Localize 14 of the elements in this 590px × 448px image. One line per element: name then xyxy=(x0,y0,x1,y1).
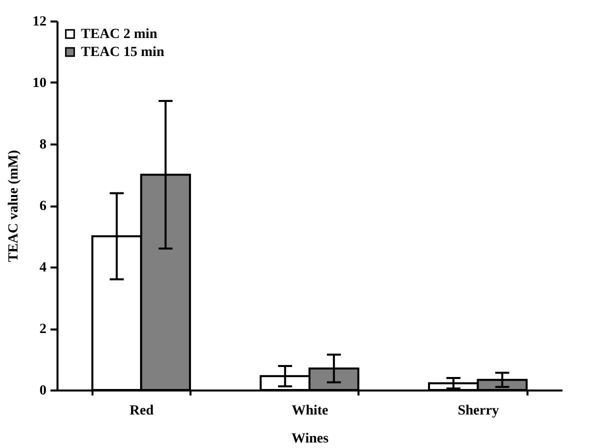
y-tick-label: 8 xyxy=(40,138,46,152)
y-tick-label: 12 xyxy=(32,14,46,30)
y-tick-label: 4 xyxy=(40,260,46,276)
x-axis-title: Wines xyxy=(291,432,330,446)
y-tick-label: 6 xyxy=(40,199,46,214)
x-tick-label: White xyxy=(292,404,328,418)
y-tick-label: 0 xyxy=(40,384,46,398)
x-tick-label: Red xyxy=(130,404,154,418)
x-tick-label: Sherry xyxy=(458,404,499,418)
legend-label: TEAC 15 min xyxy=(81,45,164,60)
legend-label: TEAC 2 min xyxy=(81,27,158,42)
y-axis-title: TEAC value (mM) xyxy=(6,150,22,262)
y-tick-label: 10 xyxy=(32,76,46,91)
y-tick-label: 2 xyxy=(40,322,46,337)
